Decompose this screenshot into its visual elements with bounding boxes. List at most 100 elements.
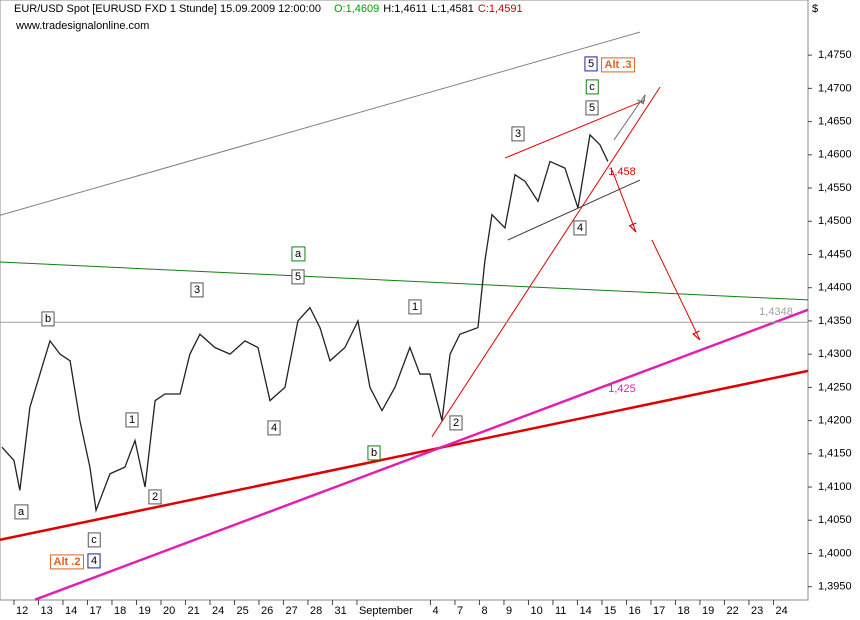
wave-label-box: [87, 553, 101, 569]
level-label: 1,4348: [759, 306, 793, 318]
x-tick-label: 17: [653, 605, 665, 617]
y-tick-label: 1,4550: [818, 182, 852, 194]
y-tick-label: 1,4750: [818, 49, 852, 61]
ohlc-label: O:1,4609: [334, 3, 379, 15]
y-tick-label: 1,4350: [818, 315, 852, 327]
wave-label: 5: [589, 102, 595, 114]
x-tick-label: 8: [481, 605, 487, 617]
y-tick-label: 1,4000: [818, 547, 852, 559]
trend-line: [504, 99, 646, 159]
wave-label: 4: [91, 555, 97, 567]
ohlc-label: H:1,4611: [383, 3, 427, 15]
y-tick-label: 1,3950: [818, 581, 852, 593]
x-tick-label: 14: [579, 605, 591, 617]
ohlc-label: C:1,4591: [478, 3, 523, 15]
wave-label: b: [371, 447, 377, 459]
y-tick-label: 1,4100: [818, 481, 852, 493]
y-tick-label: 1,4700: [818, 82, 852, 94]
arrow-head: [692, 330, 701, 341]
trend-line: [34, 308, 809, 601]
wave-label: c: [91, 534, 97, 546]
wave-label-box: [267, 420, 281, 436]
wave-label: 2: [152, 491, 158, 503]
x-tick-label: 17: [89, 605, 101, 617]
x-tick-label: 15: [604, 605, 616, 617]
x-tick-label: 22: [726, 605, 738, 617]
price-line: [1, 133, 609, 513]
arrow: [611, 169, 637, 233]
wave-label-box: [408, 299, 422, 315]
x-tick-label: September: [359, 605, 413, 617]
trend-line: [431, 86, 661, 438]
x-tick-label: 25: [236, 605, 248, 617]
y-tick-label: 1,4400: [818, 282, 852, 294]
wave-label-box: [14, 504, 29, 520]
wave-label-box: [511, 126, 525, 142]
arrow: [613, 94, 646, 141]
x-tick-label: 18: [677, 605, 689, 617]
wave-label: Alt .2: [54, 556, 81, 568]
x-tick-label: 7: [457, 605, 463, 617]
wave-label-box: [367, 445, 381, 461]
ohlc-label: L:1,4581: [431, 3, 474, 15]
wave-label-box: [584, 56, 598, 72]
arrow-head: [637, 94, 646, 105]
trend-line: [0, 369, 809, 542]
x-tick-label: 4: [432, 605, 438, 617]
wave-label-box: [449, 415, 463, 431]
wave-label: 5: [588, 58, 594, 70]
x-tick-label: 13: [40, 605, 52, 617]
x-tick-label: 16: [628, 605, 640, 617]
wave-label-box: [148, 489, 162, 505]
x-tick-label: 18: [114, 605, 126, 617]
wave-label: 2: [453, 417, 459, 429]
x-tick-label: 24: [775, 605, 787, 617]
wave-label-box: [291, 246, 306, 262]
wave-label: 1: [412, 301, 418, 313]
plot-frame: [0, 0, 809, 601]
x-tick-label: 27: [285, 605, 297, 617]
x-tick-label: 11: [555, 605, 566, 617]
wave-label-box: [585, 79, 599, 95]
chart-title: EUR/USD Spot [EURUSD FXD 1 Stunde] 15.09…: [14, 3, 321, 15]
x-tick-label: 31: [334, 605, 346, 617]
wave-label-box: [585, 100, 599, 116]
wave-label: 4: [271, 422, 277, 434]
x-tick-label: 10: [530, 605, 542, 617]
wave-label-box: [573, 220, 587, 236]
wave-label: a: [18, 506, 25, 518]
x-tick-label: 14: [65, 605, 77, 617]
y-tick-label: 1,4150: [818, 448, 852, 460]
trend-line: [507, 179, 641, 241]
arrow-head: [628, 222, 637, 233]
trend-line: [0, 31, 641, 216]
y-tick-label: 1,4650: [818, 116, 852, 128]
wave-label: 5: [295, 271, 301, 283]
level-label: 1,458: [608, 166, 636, 178]
y-tick-label: 1,4250: [818, 381, 852, 393]
wave-label-box: [41, 311, 55, 327]
x-tick-label: 28: [310, 605, 322, 617]
x-tick-label: 20: [163, 605, 175, 617]
wave-label-box: [291, 269, 305, 285]
x-tick-label: 9: [506, 605, 512, 617]
wave-label: 4: [577, 222, 583, 234]
level-label: 1,425: [608, 383, 636, 395]
y-tick-label: 1,4200: [818, 415, 852, 427]
x-tick-label: 12: [16, 605, 28, 617]
wave-label: 3: [515, 128, 521, 140]
arrow: [651, 239, 701, 341]
x-tick-label: 26: [261, 605, 273, 617]
trend-line: [0, 261, 809, 301]
wave-label-box: [50, 554, 84, 570]
x-tick-label: 23: [751, 605, 763, 617]
y-tick-label: 1,4450: [818, 248, 852, 260]
wave-label-box: [87, 532, 101, 548]
wave-label-box: [125, 412, 139, 428]
x-tick-label: 19: [702, 605, 714, 617]
wave-label: 1: [129, 414, 135, 426]
wave-label: Alt .3: [605, 59, 632, 71]
y-tick-label: 1,4300: [818, 348, 852, 360]
wave-label: a: [295, 248, 302, 260]
